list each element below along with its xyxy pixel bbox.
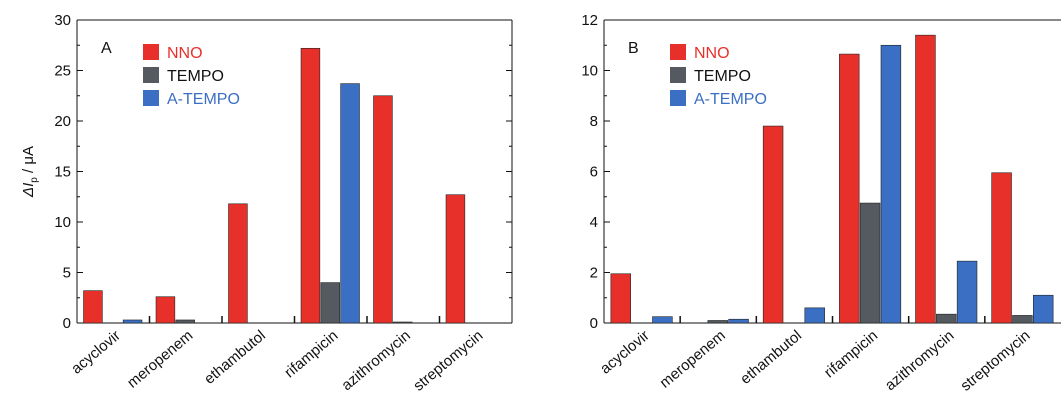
bar-nno-streptomycin [445, 194, 466, 324]
bar-nno-ethambutol [762, 125, 784, 324]
y-tick-label: 6 [590, 164, 598, 181]
y-tick-label: 30 [54, 12, 71, 29]
bar-tempo-meropenem [175, 319, 195, 324]
category-label: streptomycin [957, 327, 1033, 395]
legend-label: TEMPO [167, 68, 224, 85]
legend-swatch-tempo [670, 67, 686, 83]
bar-a-tempo-streptomycin [1033, 294, 1054, 324]
bar-nno-rifampicin [300, 47, 321, 324]
legend-swatch-a-tempo [670, 90, 686, 106]
legend-swatch-nno [670, 44, 686, 60]
bar-tempo-streptomycin [1012, 315, 1033, 324]
category-label: acyclovir [597, 327, 653, 378]
category-label: azithromycin [882, 327, 957, 394]
y-tick-label: 20 [54, 113, 71, 130]
bar-nno-rifampicin [839, 53, 860, 324]
category-label: ethambutol [201, 327, 269, 388]
y-axis-label-text: ΔIp / μA [20, 146, 40, 198]
bar-nno-acyclovir [83, 290, 103, 324]
category-label: rifampicin [821, 327, 881, 381]
bar-tempo-azithromycin [936, 313, 957, 324]
y-tick-label: 8 [590, 113, 598, 130]
y-tick-label: 25 [54, 63, 71, 80]
y-tick-label: 0 [590, 315, 598, 332]
bar-a-tempo-meropenem [728, 318, 749, 324]
legend-label: A-TEMPO [167, 91, 240, 108]
y-tick-label: 4 [590, 214, 598, 231]
bar-nno-azithromycin [915, 34, 936, 324]
category-label: rifampicin [281, 327, 341, 381]
panel-b: 0 2 4 6 8 10 12 acyclovir meropenem ethambutol rif… [581, 12, 1061, 395]
y-tick-label: 2 [590, 265, 598, 282]
bar-a-tempo-acyclovir [652, 316, 673, 324]
legend-swatch-a-tempo [143, 90, 159, 106]
legend-swatch-tempo [143, 67, 159, 83]
legend-label: TEMPO [694, 68, 751, 85]
category-label: ethambutol [737, 327, 805, 388]
bar-tempo-meropenem [707, 320, 728, 324]
y-tick-label: 10 [581, 63, 598, 80]
bar-tempo-rifampicin [320, 282, 340, 324]
category-label: meropenem [124, 327, 196, 391]
y-tick-label: 0 [63, 315, 71, 332]
bar-nno-meropenem [155, 296, 176, 324]
bar-a-tempo-acyclovir [122, 319, 143, 324]
panel-a: 0 5 10 15 20 25 30 acyclovir meropenem ethambutol… [20, 12, 513, 395]
y-axis-label: ΔIp / μA [20, 146, 40, 198]
y-tick-label: 15 [54, 164, 71, 181]
y-tick-label: 10 [54, 214, 71, 231]
legend-label: NNO [694, 45, 730, 62]
legend-label: NNO [167, 45, 203, 62]
y-tick-label: 5 [63, 265, 71, 282]
legend-swatch-nno [143, 44, 159, 60]
bar-nno-streptomycin [991, 172, 1012, 324]
bar-a-tempo-ethambutol [804, 307, 825, 324]
bar-nno-azithromycin [373, 95, 393, 324]
bar-nno-acyclovir [610, 273, 631, 324]
panel-letter: B [628, 40, 639, 57]
category-label: acyclovir [68, 327, 124, 378]
y-tick-label: 12 [581, 12, 598, 29]
bar-tempo-azithromycin [393, 321, 413, 324]
category-label: meropenem [657, 327, 729, 391]
category-label: azithromycin [338, 327, 413, 394]
category-label: streptomycin [410, 327, 486, 395]
bar-tempo-rifampicin [859, 202, 881, 324]
bar-a-tempo-rifampicin [340, 83, 360, 324]
bar-a-tempo-azithromycin [956, 260, 978, 324]
panel-letter: A [101, 40, 112, 57]
bar-nno-ethambutol [228, 203, 248, 324]
legend-label: A-TEMPO [694, 91, 767, 108]
bar-a-tempo-rifampicin [880, 44, 902, 324]
